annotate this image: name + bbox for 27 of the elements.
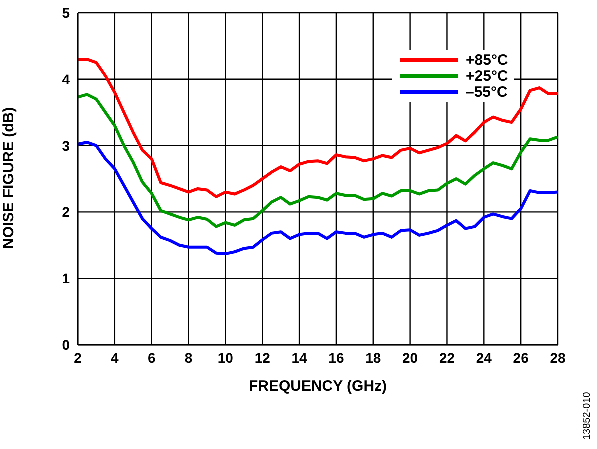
x-tick-label: 26 <box>513 350 530 366</box>
x-tick-label: 20 <box>402 350 418 366</box>
y-axis-title: NOISE FIGURE (dB) <box>0 107 18 249</box>
text: 13852-010 <box>582 392 593 440</box>
y-tick-label: 0 <box>62 336 70 353</box>
x-axis-title: FREQUENCY (GHz) <box>248 378 388 395</box>
x-tick-label: 22 <box>439 350 456 366</box>
x-tick-label: 10 <box>218 350 234 366</box>
y-tick-label: 3 <box>62 138 70 154</box>
x-tick-label: 24 <box>476 350 492 366</box>
x-tick-label: 4 <box>111 350 120 366</box>
x-tick-label: 14 <box>292 350 308 366</box>
x-tick-label: 28 <box>550 350 566 366</box>
y-tick-label: 5 <box>62 4 70 21</box>
legend-label: –55°C <box>466 84 508 100</box>
y-tick-label: 1 <box>62 270 70 287</box>
x-tick-label: 6 <box>148 350 156 366</box>
x-tick-label: 18 <box>366 350 382 366</box>
x-tick-label: 2 <box>74 350 82 366</box>
y-tick-label: 4 <box>62 71 70 88</box>
x-tick-label: 16 <box>328 350 344 366</box>
x-tick-label: 8 <box>184 350 193 366</box>
legend-label: +85°C <box>466 52 508 68</box>
legend-label: +25°C <box>466 68 508 84</box>
line-series <box>78 140 558 256</box>
y-tick-label: 2 <box>62 204 70 220</box>
x-tick-label: 12 <box>254 350 271 366</box>
